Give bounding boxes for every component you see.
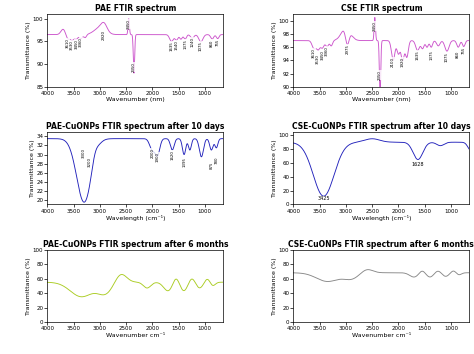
Text: 1375: 1375: [183, 39, 187, 49]
Title: PAE FTIR spectrum: PAE FTIR spectrum: [95, 4, 176, 13]
Text: 2975: 2975: [345, 44, 349, 54]
Text: 860: 860: [210, 39, 214, 46]
Y-axis label: Transmittance (%): Transmittance (%): [273, 22, 277, 79]
Y-axis label: Transmittance (%): Transmittance (%): [30, 139, 35, 197]
Text: 1395: 1395: [182, 157, 186, 167]
Text: 3360: 3360: [79, 37, 83, 47]
Text: 1540: 1540: [174, 40, 179, 50]
Text: 2350: 2350: [132, 62, 136, 72]
Text: 3425: 3425: [318, 196, 330, 201]
Text: 2450: 2450: [127, 19, 131, 29]
Title: PAE-CuONPs FTIR spectrum after 10 days: PAE-CuONPs FTIR spectrum after 10 days: [46, 122, 225, 131]
Text: 2000: 2000: [150, 148, 155, 158]
X-axis label: Wavenumber (nm): Wavenumber (nm): [352, 97, 411, 102]
Text: 1900: 1900: [155, 152, 160, 162]
Y-axis label: Transmittance (%): Transmittance (%): [273, 257, 277, 315]
Text: 3610: 3610: [312, 48, 316, 58]
Text: 3300: 3300: [82, 148, 86, 158]
Text: 3360: 3360: [325, 46, 329, 56]
Title: CSE-CuONPs FTIR spectrum after 10 days: CSE-CuONPs FTIR spectrum after 10 days: [292, 122, 471, 131]
Text: 1075: 1075: [445, 52, 449, 62]
Text: 755: 755: [462, 47, 466, 55]
X-axis label: Wavelength (cm⁻¹): Wavelength (cm⁻¹): [106, 215, 165, 221]
Text: 1075: 1075: [199, 41, 203, 51]
X-axis label: Wavenumber cm⁻¹: Wavenumber cm⁻¹: [352, 333, 411, 338]
Title: CSE-CuONPs FTIR spectrum after 6 months: CSE-CuONPs FTIR spectrum after 6 months: [289, 240, 474, 249]
Text: 1635: 1635: [170, 41, 173, 51]
Text: 780: 780: [214, 157, 219, 164]
Text: 3200: 3200: [87, 157, 91, 167]
X-axis label: Wavenumber (nm): Wavenumber (nm): [106, 97, 164, 102]
Text: 1620: 1620: [170, 150, 174, 160]
Text: 2350: 2350: [378, 70, 382, 80]
Title: PAE-CuONPs FTIR spectrum after 6 months: PAE-CuONPs FTIR spectrum after 6 months: [43, 240, 228, 249]
Text: 2920: 2920: [102, 30, 106, 40]
Text: 2450: 2450: [373, 21, 377, 31]
Y-axis label: Transmittance (%): Transmittance (%): [273, 139, 277, 197]
Text: 2100: 2100: [391, 57, 395, 67]
Y-axis label: Transmittance (%): Transmittance (%): [27, 22, 31, 79]
Text: 3530: 3530: [70, 40, 74, 50]
Text: 1240: 1240: [190, 37, 194, 47]
X-axis label: Wavenumber cm⁻¹: Wavenumber cm⁻¹: [106, 333, 165, 338]
Text: 1920: 1920: [401, 57, 405, 67]
Text: 755: 755: [216, 39, 219, 46]
Text: 618: 618: [0, 353, 1, 354]
Title: CSE FTIR spectrum: CSE FTIR spectrum: [340, 4, 422, 13]
Y-axis label: Transmittance (%): Transmittance (%): [27, 257, 31, 315]
Text: 860: 860: [456, 51, 460, 58]
Text: 875: 875: [210, 161, 213, 169]
Text: 1628: 1628: [412, 161, 424, 167]
X-axis label: Wavelength (cm⁻¹): Wavelength (cm⁻¹): [352, 215, 411, 221]
Text: 3450: 3450: [74, 39, 78, 49]
Text: 3610: 3610: [66, 38, 70, 48]
Text: 3530: 3530: [316, 54, 320, 64]
Text: 3450: 3450: [320, 51, 324, 60]
Text: 1375: 1375: [429, 51, 433, 60]
Text: 1635: 1635: [416, 51, 419, 60]
